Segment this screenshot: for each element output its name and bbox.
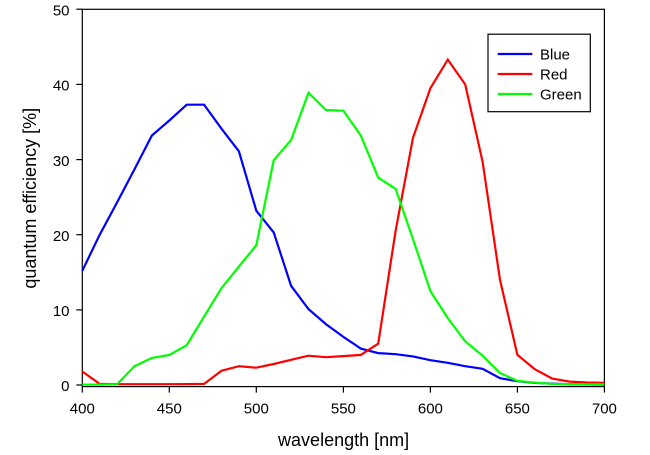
- svg-text:Red: Red: [540, 67, 568, 84]
- svg-text:Green: Green: [540, 87, 582, 104]
- svg-text:30: 30: [53, 153, 70, 170]
- svg-text:Blue: Blue: [540, 47, 570, 64]
- svg-text:650: 650: [505, 400, 530, 417]
- svg-text:50: 50: [53, 2, 70, 19]
- svg-text:550: 550: [331, 400, 356, 417]
- svg-text:20: 20: [53, 228, 70, 245]
- svg-text:700: 700: [592, 400, 617, 417]
- svg-text:wavelength [nm]: wavelength [nm]: [277, 430, 409, 450]
- svg-text:400: 400: [70, 400, 95, 417]
- svg-text:0: 0: [61, 378, 69, 395]
- svg-text:600: 600: [418, 400, 443, 417]
- svg-text:40: 40: [53, 78, 70, 95]
- svg-text:quantum efficiency [%]: quantum efficiency [%]: [20, 108, 40, 289]
- svg-text:500: 500: [244, 400, 269, 417]
- svg-text:10: 10: [53, 303, 70, 320]
- svg-text:450: 450: [157, 400, 182, 417]
